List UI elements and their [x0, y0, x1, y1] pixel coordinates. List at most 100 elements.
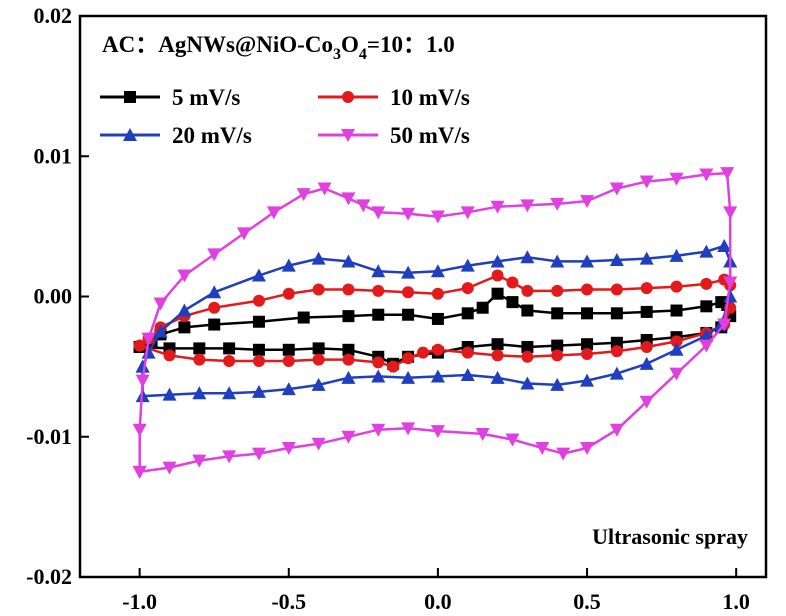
- data-point: [491, 287, 504, 300]
- data-point: [401, 207, 416, 221]
- data-point: [402, 352, 415, 365]
- data-point: [460, 368, 475, 382]
- data-point: [520, 250, 535, 264]
- data-point: [609, 182, 624, 196]
- x-tick-label: -1.0: [122, 589, 157, 614]
- series-50-mv-s: [132, 167, 738, 479]
- data-point: [551, 339, 564, 352]
- data-point: [700, 277, 713, 290]
- data-point: [609, 423, 624, 437]
- data-point: [520, 376, 535, 390]
- data-point: [580, 373, 595, 387]
- data-point: [460, 258, 475, 272]
- data-point: [550, 377, 565, 391]
- data-point: [192, 386, 207, 400]
- data-point: [296, 188, 311, 202]
- data-point: [670, 335, 683, 348]
- data-point: [460, 206, 475, 220]
- data-point: [402, 308, 415, 321]
- data-point: [372, 284, 385, 297]
- title-mid: O: [341, 32, 359, 57]
- data-point: [282, 355, 295, 368]
- data-point: [133, 339, 146, 352]
- data-point: [639, 356, 654, 370]
- y-tick-label: 0.00: [34, 284, 73, 309]
- data-point: [282, 343, 295, 356]
- data-point: [342, 353, 355, 366]
- data-point: [311, 251, 326, 265]
- data-point: [132, 423, 147, 437]
- data-point: [639, 175, 654, 189]
- data-point: [341, 192, 356, 206]
- data-point: [371, 423, 386, 437]
- data-point: [430, 425, 445, 439]
- data-point: [491, 338, 504, 351]
- legend-marker: [341, 129, 355, 142]
- legend-marker: [123, 128, 137, 141]
- data-point: [281, 382, 296, 396]
- data-point: [431, 343, 444, 356]
- data-point: [639, 251, 654, 265]
- data-point: [551, 307, 564, 320]
- data-point: [490, 254, 505, 268]
- data-point: [311, 377, 326, 391]
- data-point: [700, 300, 713, 313]
- legend-item-20-mv-s: 20 mV/s: [100, 123, 252, 148]
- data-point: [207, 285, 222, 299]
- data-point: [430, 210, 445, 224]
- data-point: [252, 315, 265, 328]
- legend-marker: [124, 91, 136, 103]
- data-point: [371, 206, 386, 220]
- data-point: [505, 433, 520, 447]
- data-point: [252, 343, 265, 356]
- title-sub-2: 4: [359, 46, 367, 63]
- data-point: [317, 182, 332, 196]
- data-point: [177, 303, 192, 317]
- data-point: [311, 437, 326, 451]
- data-point: [431, 287, 444, 300]
- data-point: [640, 340, 653, 353]
- data-point: [699, 244, 714, 258]
- data-point: [535, 441, 550, 455]
- data-point: [371, 369, 386, 383]
- data-point: [141, 332, 156, 346]
- data-point: [723, 276, 738, 290]
- data-point: [551, 349, 564, 362]
- data-point: [163, 349, 176, 362]
- data-point: [135, 374, 150, 388]
- data-point: [717, 239, 732, 253]
- data-point: [356, 199, 371, 213]
- data-point: [669, 367, 684, 381]
- data-point: [251, 447, 266, 461]
- data-point: [609, 253, 624, 267]
- data-point: [640, 282, 653, 295]
- legend-marker: [342, 91, 354, 103]
- data-point: [669, 342, 684, 356]
- data-point: [521, 304, 534, 317]
- data-point: [521, 340, 534, 353]
- x-tick-label: 0.5: [573, 589, 601, 614]
- data-point: [580, 441, 595, 455]
- legend-item-5-mv-s: 5 mV/s: [100, 85, 240, 110]
- axes-layer: -1.0 -0.5 0.0 0.5 1.0 -0.02 -0.01 0.00 0.01 0.02: [26, 3, 750, 614]
- data-point: [401, 370, 416, 384]
- data-point: [223, 355, 236, 368]
- data-point: [520, 199, 535, 213]
- data-point: [610, 307, 623, 320]
- data-point: [461, 346, 474, 359]
- data-point: [550, 254, 565, 268]
- data-point: [581, 307, 594, 320]
- data-point: [521, 284, 534, 297]
- legend-label: 20 mV/s: [172, 123, 252, 148]
- data-point: [475, 427, 490, 441]
- data-point: [192, 454, 207, 468]
- data-point: [281, 441, 296, 455]
- legend-item-10-mv-s: 10 mV/s: [318, 85, 470, 110]
- data-point: [222, 450, 237, 464]
- data-point: [669, 172, 684, 186]
- data-point: [341, 254, 356, 268]
- data-point: [193, 342, 206, 355]
- data-point: [550, 197, 565, 211]
- x-tick-label: 1.0: [722, 589, 750, 614]
